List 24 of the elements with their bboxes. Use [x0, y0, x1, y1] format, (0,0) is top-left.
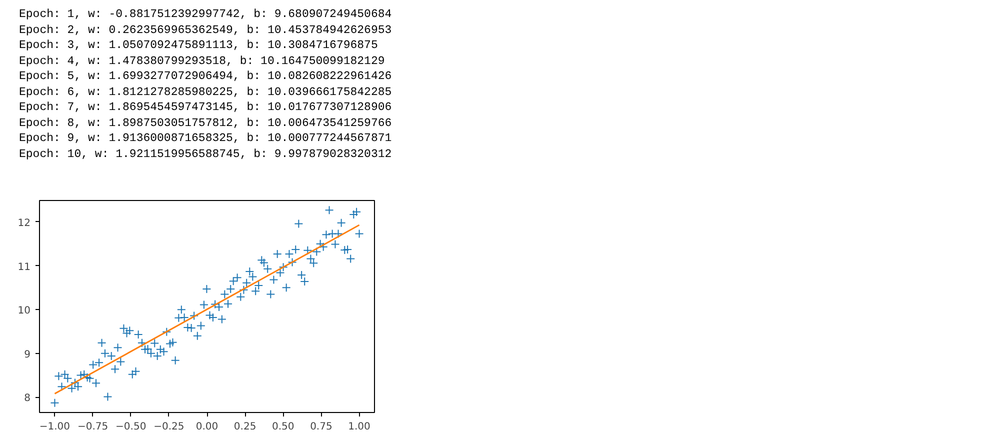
- text: Epoch: 1, w: -0.8817512392997742, b: 9.680907249450684: [19, 7, 392, 22]
- text: Epoch: 8, w: 1.8987503051757812, b: 10.006473541259766: [19, 116, 392, 131]
- x-tick-label: −1.00: [39, 422, 70, 432]
- x-tick-label: 0.00: [196, 422, 218, 432]
- text: Epoch: 9, w: 1.9136000871658325, b: 10.000777244567871: [19, 131, 392, 146]
- text: Epoch: 6, w: 1.8121278285980225, b: 10.039666175842285: [19, 84, 392, 100]
- y-tick-label: 11: [18, 262, 31, 273]
- text: Epoch: 3, w: 1.0507092475891113, b: 10.3084716796875: [19, 38, 379, 54]
- y-tick-label: 12: [18, 218, 31, 229]
- x-tick-label: 1.00: [348, 422, 370, 432]
- x-tick-label: 0.75: [310, 422, 332, 432]
- text: Epoch: 2, w: 0.2623569965362549, b: 10.453784942626953: [19, 22, 392, 38]
- x-tick-label: 0.25: [234, 422, 256, 432]
- y-tick-label: 9: [24, 349, 31, 360]
- x-tick-label: −0.75: [77, 422, 108, 432]
- y-tick-label: 8: [24, 393, 31, 404]
- x-tick-label: −0.25: [154, 422, 184, 432]
- text: Epoch: 10, w: 1.9211519956588745, b: 9.997879028320312: [19, 146, 392, 162]
- x-tick-label: −0.50: [116, 422, 146, 432]
- y-tick-label: 10: [18, 306, 31, 317]
- text: Epoch: 7, w: 1.8695454597473145, b: 10.017677307128906: [19, 100, 392, 116]
- text: Epoch: 5, w: 1.6993277072906494, b: 10.082608222961426: [19, 69, 392, 84]
- text: Epoch: 4, w: 1.478380799293518, b: 10.164750099182129: [19, 54, 386, 69]
- x-tick-label: 0.50: [272, 422, 294, 432]
